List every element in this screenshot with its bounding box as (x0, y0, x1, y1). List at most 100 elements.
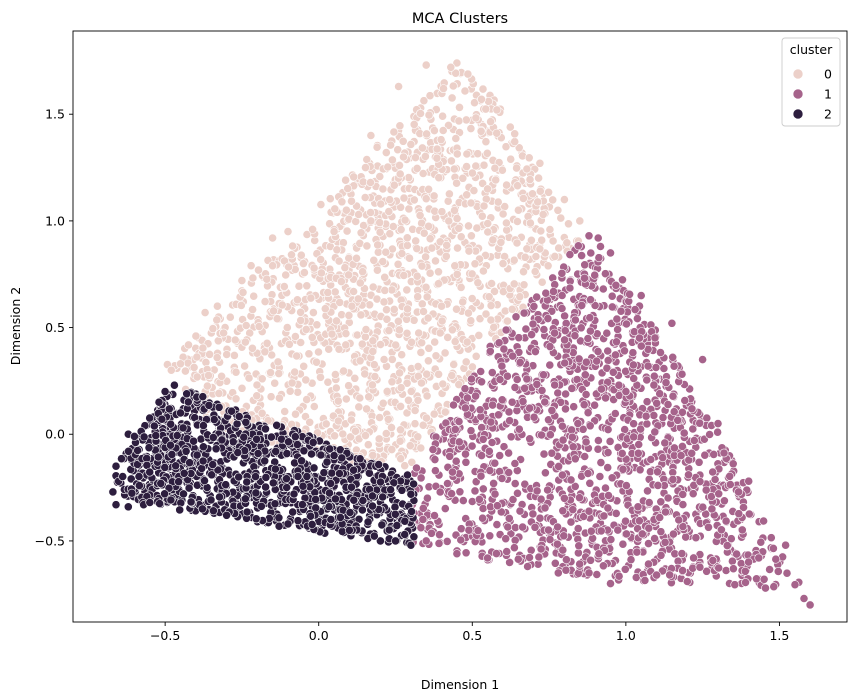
cluster-0-point (329, 227, 339, 236)
cluster-1-point (577, 300, 587, 310)
cluster-0-point (419, 228, 429, 238)
cluster-0-point (437, 316, 447, 326)
cluster-2-point (335, 469, 344, 478)
cluster-2-point (198, 392, 208, 402)
cluster-0-point (290, 332, 300, 341)
cluster-1-point (497, 395, 507, 405)
cluster-1-point (532, 292, 542, 302)
cluster-2-point (283, 519, 293, 529)
cluster-1-point (434, 539, 444, 548)
cluster-0-point (466, 124, 476, 134)
cluster-1-point (510, 479, 520, 488)
cluster-1-point (485, 466, 495, 475)
cluster-0-point (237, 276, 247, 285)
cluster-1-point (416, 523, 426, 533)
cluster-1-point (546, 430, 555, 440)
cluster-0-point (419, 307, 428, 316)
cluster-1-point (642, 375, 652, 385)
cluster-2-point (391, 536, 400, 546)
cluster-0-point (490, 286, 499, 296)
cluster-0-point (296, 307, 305, 317)
cluster-1-point (477, 377, 486, 387)
cluster-1-point (612, 314, 622, 324)
cluster-1-point (501, 534, 511, 544)
cluster-0-point (421, 194, 431, 204)
cluster-1-point (678, 489, 688, 499)
cluster-1-point (594, 549, 604, 559)
plot-frame (72, 30, 848, 623)
cluster-1-point (740, 566, 750, 576)
cluster-0-point (478, 266, 488, 276)
cluster-0-point (479, 160, 489, 170)
cluster-0-point (330, 204, 340, 214)
cluster-1-point (527, 330, 536, 339)
cluster-2-point (156, 478, 166, 488)
cluster-1-point (635, 465, 645, 475)
cluster-2-point (134, 481, 144, 490)
cluster-0-point (498, 209, 508, 219)
cluster-1-point (642, 419, 652, 429)
cluster-1-point (633, 314, 642, 323)
cluster-2-point (176, 408, 185, 418)
cluster-0-point (352, 330, 362, 340)
cluster-0-point (431, 256, 440, 266)
cluster-1-point (592, 570, 602, 579)
cluster-0-point (316, 200, 326, 209)
cluster-0-point (231, 394, 241, 404)
cluster-1-point (501, 325, 511, 335)
cluster-0-point (219, 328, 228, 338)
cluster-2-point (378, 492, 388, 502)
cluster-0-point (462, 190, 472, 200)
cluster-1-point (677, 549, 687, 558)
cluster-0-point (447, 93, 457, 103)
cluster-0-point (229, 350, 239, 360)
cluster-1-point (618, 464, 628, 474)
cluster-1-point (583, 469, 593, 478)
cluster-2-point (214, 402, 224, 412)
cluster-2-point (145, 467, 155, 477)
cluster-2-point (409, 479, 418, 489)
cluster-1-point (601, 393, 610, 403)
cluster-1-point (558, 545, 568, 555)
cluster-0-point (323, 377, 333, 387)
cluster-1-point (653, 480, 663, 490)
cluster-1-point (491, 549, 501, 558)
cluster-1-point (613, 525, 623, 535)
cluster-0-point (526, 218, 535, 228)
cluster-2-point (160, 462, 170, 472)
cluster-2-point (200, 476, 209, 486)
cluster-2-point (127, 488, 137, 498)
cluster-0-point (452, 58, 462, 68)
cluster-0-point (296, 315, 306, 325)
cluster-0-point (434, 173, 444, 183)
cluster-2-point (374, 460, 384, 469)
cluster-1-point (629, 432, 639, 442)
cluster-1-point (567, 425, 576, 435)
cluster-1-point (574, 541, 584, 551)
cluster-1-point (514, 333, 524, 343)
cluster-1-point (558, 470, 567, 480)
cluster-1-point (583, 408, 593, 418)
cluster-0-point (483, 227, 493, 237)
cluster-1-point (473, 526, 483, 536)
cluster-1-point (656, 348, 665, 357)
cluster-1-point (676, 451, 686, 460)
cluster-1-point (581, 390, 591, 399)
cluster-1-point (537, 430, 546, 440)
cluster-0-point (449, 164, 459, 174)
cluster-1-point (765, 565, 774, 574)
cluster-1-point (490, 458, 500, 468)
cluster-2-point (406, 540, 416, 550)
cluster-1-point (650, 333, 660, 343)
cluster-1-point (458, 496, 468, 505)
cluster-1-point (603, 425, 613, 434)
cluster-1-point (487, 368, 497, 377)
cluster-0-point (299, 268, 309, 277)
cluster-1-point (430, 511, 439, 520)
cluster-1-point (717, 525, 726, 535)
cluster-1-point (702, 566, 711, 576)
cluster-1-point (601, 269, 610, 279)
cluster-0-point (515, 292, 525, 302)
cluster-1-point (677, 369, 687, 379)
y-tick-label: −0.5 (35, 533, 65, 548)
